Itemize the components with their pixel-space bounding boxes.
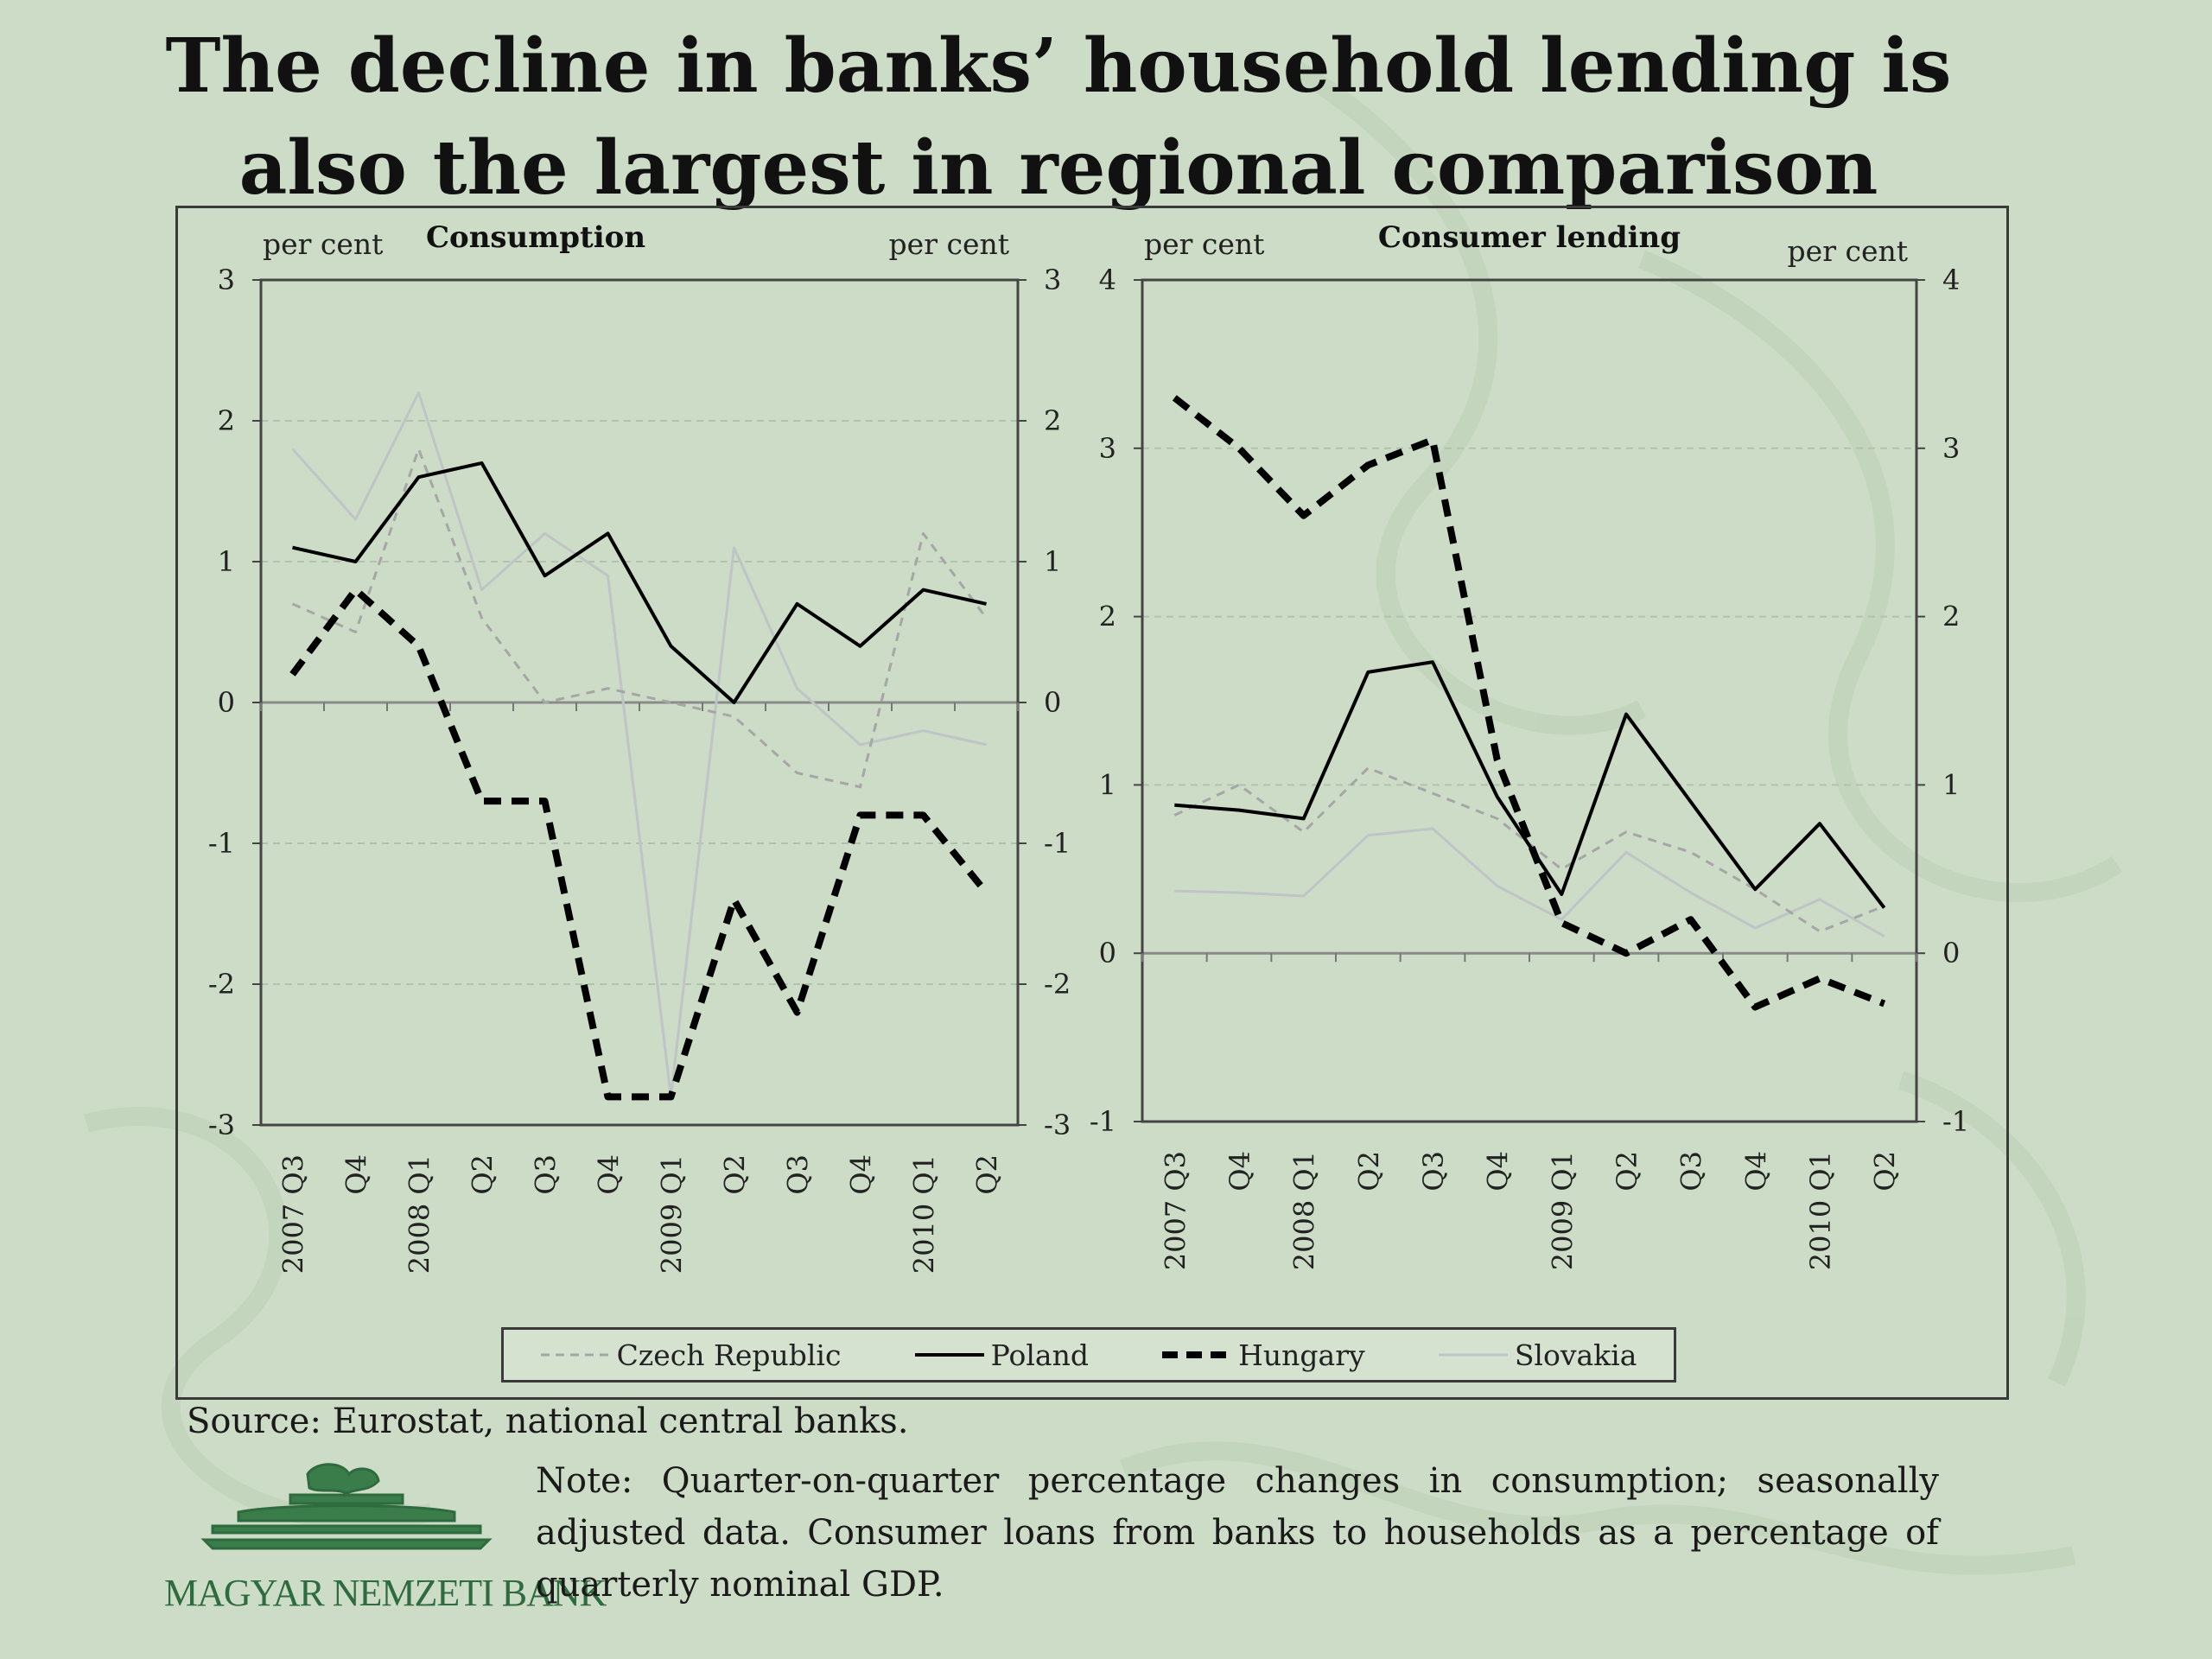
chart1-ylabel-right: per cent <box>889 227 1009 261</box>
source-text: Source: Eurostat, national central banks… <box>187 1402 909 1441</box>
slide-title: The decline in banks’ household lending … <box>165 22 1952 212</box>
chart2-xtick-label: Q4 <box>1739 1151 1772 1192</box>
chart2-series-slovakia <box>1174 827 1885 938</box>
chart-frame <box>175 206 2009 1400</box>
chart1-xtick-label: Q3 <box>530 1154 563 1195</box>
chart1-ytick-right: 1 <box>1044 545 1061 578</box>
chart2-ytick-left: 2 <box>1099 601 1116 633</box>
chart2-ytick-right: -1 <box>1942 1105 1969 1138</box>
chart2-title: Consumer lending <box>1378 220 1681 255</box>
note-text: Note: Quarter-on-quarter percentage chan… <box>536 1461 1939 1605</box>
legend-swatch-hungary <box>1162 1351 1232 1358</box>
chart2-xtick-label: Q3 <box>1417 1151 1450 1192</box>
chart1-xtick-label: Q2 <box>971 1154 1004 1195</box>
chart1-xtick-label: Q4 <box>340 1154 373 1195</box>
chart2-ytick-left: 4 <box>1099 264 1116 296</box>
chart1-xtick-label: 2008 Q1 <box>404 1154 436 1274</box>
chart1-series-poland <box>292 461 987 704</box>
chart1-ytick-left: 3 <box>218 264 235 296</box>
chart2-ytick-left: 0 <box>1099 937 1116 969</box>
chart1-series-czech-republic <box>291 448 988 789</box>
chart1-ytick-left: 1 <box>218 545 235 578</box>
chart2-xtick-label: Q4 <box>1224 1151 1256 1192</box>
chart2-ylabel-right: per cent <box>1788 234 1908 268</box>
chart2-xtick-label: Q2 <box>1869 1151 1902 1192</box>
chart2-xtick-label: Q4 <box>1482 1151 1515 1192</box>
chart1-ylabel-left: per cent <box>263 227 383 261</box>
chart1-ytick-right: 2 <box>1044 404 1061 437</box>
chart2-ytick-right: 4 <box>1942 264 1960 296</box>
chart2-xtick-label: 2008 Q1 <box>1288 1151 1321 1270</box>
chart1-ytick-right: 3 <box>1044 264 1061 296</box>
chart1-ytick-left: -3 <box>208 1109 235 1141</box>
chart1-title: Consumption <box>426 220 645 255</box>
chart1-ytick-right: -1 <box>1044 827 1071 860</box>
chart1-ytick-left: -1 <box>208 827 235 860</box>
legend-label-czech: Czech Republic <box>616 1338 842 1372</box>
chart1-xtick-label: 2010 Q1 <box>908 1154 941 1274</box>
chart1-ytick-left: 2 <box>218 404 235 437</box>
chart1-ytick-right: -2 <box>1044 968 1071 1001</box>
chart1-xtick-label: 2007 Q3 <box>277 1154 310 1274</box>
chart2-ytick-right: 0 <box>1942 937 1960 969</box>
chart2-ytick-right: 2 <box>1942 601 1960 633</box>
legend: Czech Republic Poland Hungary Slovakia <box>501 1327 1676 1382</box>
chart1-xtick-label: Q4 <box>593 1154 626 1195</box>
chart2-ytick-left: 3 <box>1099 432 1116 465</box>
chart1-ytick-left: 0 <box>218 686 235 719</box>
chart2-series-poland <box>1174 660 1886 909</box>
chart1-xtick-label: Q4 <box>845 1154 878 1195</box>
bank-logo-text: MAGYAR NEMZETI BANK <box>164 1572 607 1614</box>
chart1-ytick-left: -2 <box>208 968 235 1001</box>
legend-item-poland: Poland <box>914 1338 1089 1372</box>
chart2-ylabel-left: per cent <box>1144 227 1264 261</box>
chart2-xtick-label: 2007 Q3 <box>1159 1151 1192 1270</box>
chart2-ytick-right: 3 <box>1942 432 1960 465</box>
bank-logo-icon <box>200 1463 493 1550</box>
chart2-ytick-right: 1 <box>1942 768 1960 801</box>
chart1-ytick-right: -3 <box>1044 1109 1071 1141</box>
chart1-xtick-label: 2009 Q1 <box>656 1154 689 1274</box>
chart2-xtick-label: 2009 Q1 <box>1546 1151 1579 1270</box>
legend-item-czech: Czech Republic <box>540 1338 842 1372</box>
chart1-xtick-label: Q3 <box>782 1154 815 1195</box>
legend-label-hungary: Hungary <box>1238 1338 1365 1372</box>
chart2-xtick-label: Q2 <box>1611 1151 1643 1192</box>
chart2-xtick-label: Q3 <box>1675 1151 1708 1192</box>
legend-swatch-czech <box>540 1353 610 1357</box>
legend-item-hungary: Hungary <box>1162 1338 1365 1372</box>
chart2-series-hungary <box>1172 395 1886 1011</box>
chart2-xtick-label: Q2 <box>1352 1151 1385 1192</box>
legend-swatch-poland <box>914 1353 984 1357</box>
chart2-xtick-label: 2010 Q1 <box>1804 1151 1837 1270</box>
chart2-ytick-left: 1 <box>1099 768 1116 801</box>
chart1-xtick-label: Q2 <box>467 1154 499 1195</box>
chart1-series-slovakia <box>291 391 987 1098</box>
chart2-ytick-left: -1 <box>1090 1105 1116 1138</box>
legend-label-poland: Poland <box>990 1338 1089 1372</box>
legend-label-slovakia: Slovakia <box>1514 1338 1637 1372</box>
legend-item-slovakia: Slovakia <box>1438 1338 1637 1372</box>
chart1-xtick-label: Q2 <box>719 1154 752 1195</box>
chart1-ytick-right: 0 <box>1044 686 1061 719</box>
chart2-plot-area <box>1141 278 1918 1123</box>
chart1-series-hungary <box>289 586 989 1101</box>
legend-swatch-slovakia <box>1438 1353 1508 1357</box>
